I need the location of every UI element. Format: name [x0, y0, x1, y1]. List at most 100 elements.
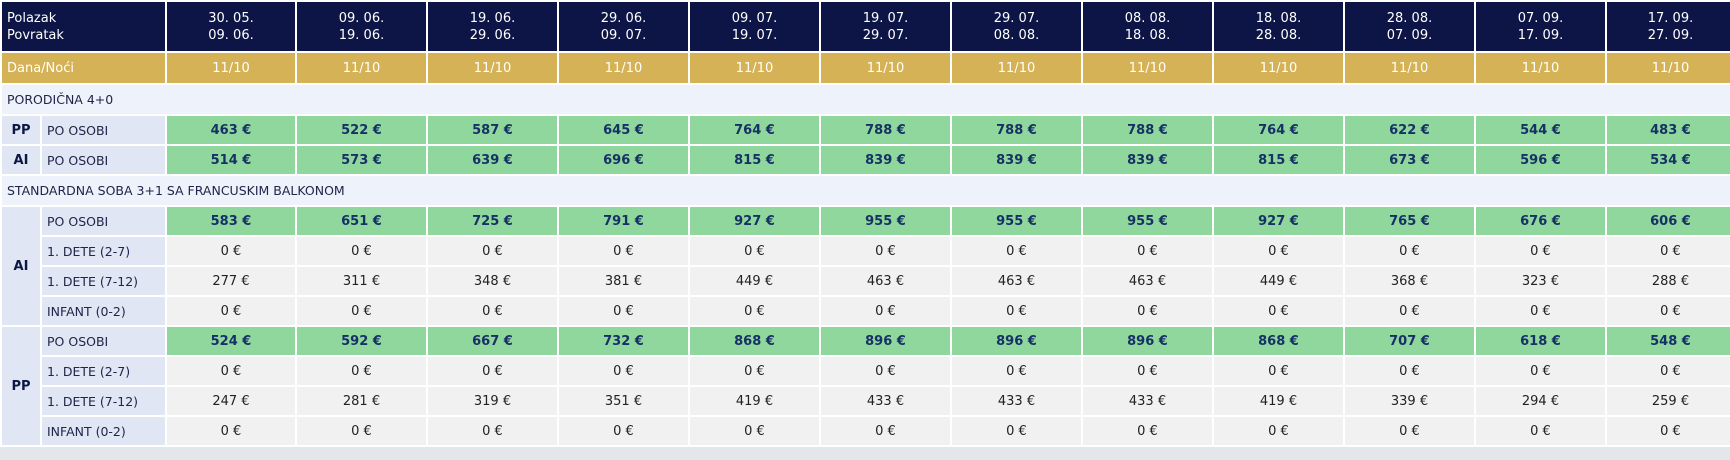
price-cell: 419 €: [688, 385, 821, 417]
price-per-person-cell: 896 €: [819, 325, 952, 357]
price-per-person-cell: 622 €: [1343, 114, 1476, 146]
departure-label: Polazak: [7, 10, 57, 26]
price-cell: 0 €: [819, 355, 952, 387]
price-cell: 0 €: [557, 295, 690, 327]
price-per-person-cell: 463 €: [165, 114, 297, 146]
return-date: 28. 08.: [1255, 27, 1302, 43]
price-per-person-cell: 667 €: [426, 325, 559, 357]
price-cell: 0 €: [1343, 415, 1476, 447]
return-date: 17. 09.: [1517, 27, 1564, 43]
price-cell: 433 €: [1081, 385, 1214, 417]
nights-cell: 11/10: [819, 51, 952, 85]
price-cell: 0 €: [295, 355, 428, 387]
price-table-body: Polazak Povratak 30. 05. 09. 06. 09. 06. 19…: [0, 0, 1730, 447]
price-per-person-cell: 765 €: [1343, 205, 1476, 237]
departure-date: 09. 06.: [338, 10, 385, 26]
room-type-title: STANDARDNA SOBA 3+1 SA FRANCUSKIM BALKON…: [0, 174, 1730, 207]
price-per-person-cell: 788 €: [950, 114, 1083, 146]
price-cell: 0 €: [950, 235, 1083, 267]
price-cell: 368 €: [1343, 265, 1476, 297]
nights-cell: 11/10: [1343, 51, 1476, 85]
price-cell: 0 €: [165, 295, 297, 327]
price-per-person-cell: 514 €: [165, 144, 297, 176]
price-cell: 0 €: [295, 415, 428, 447]
rate-type-label: INFANT (0-2): [40, 295, 167, 327]
price-cell: 0 €: [1081, 355, 1214, 387]
nights-label: Dana/Noći: [0, 51, 167, 85]
return-date: 08. 08.: [993, 27, 1040, 43]
departure-date: 09. 07.: [731, 10, 778, 26]
price-per-person-cell: 868 €: [688, 325, 821, 357]
return-date: 29. 06.: [469, 27, 516, 43]
price-per-person-cell: 596 €: [1474, 144, 1607, 176]
price-per-person-cell: 788 €: [819, 114, 952, 146]
price-per-person-cell: 707 €: [1343, 325, 1476, 357]
period-header-cell: 19. 07. 29. 07.: [819, 0, 952, 53]
board-type-label: PP: [0, 325, 42, 447]
price-cell: 0 €: [426, 235, 559, 267]
room-type-title: PORODIČNA 4+0: [0, 83, 1730, 116]
departure-date: 17. 09.: [1647, 10, 1694, 26]
price-per-person-cell: 544 €: [1474, 114, 1607, 146]
departure-date: 07. 09.: [1517, 10, 1564, 26]
room-section-row: STANDARDNA SOBA 3+1 SA FRANCUSKIM BALKON…: [0, 174, 1730, 207]
rate-type-label: 1. DETE (2-7): [40, 355, 167, 387]
price-per-person-cell: 534 €: [1605, 144, 1730, 176]
price-per-person-cell: 896 €: [950, 325, 1083, 357]
price-cell: 0 €: [950, 355, 1083, 387]
price-cell: 463 €: [950, 265, 1083, 297]
period-header-cell: 17. 09. 27. 09.: [1605, 0, 1730, 53]
price-per-person-cell: 764 €: [688, 114, 821, 146]
price-cell: 0 €: [1343, 355, 1476, 387]
board-type-label: PP: [0, 114, 42, 146]
nights-cell: 11/10: [1474, 51, 1607, 85]
nights-cell: 11/10: [688, 51, 821, 85]
rate-type-label: 1. DETE (2-7): [40, 235, 167, 267]
price-per-person-cell: 573 €: [295, 144, 428, 176]
price-cell: 0 €: [1605, 295, 1730, 327]
price-cell: 433 €: [819, 385, 952, 417]
price-per-person-cell: 587 €: [426, 114, 559, 146]
price-cell: 0 €: [295, 295, 428, 327]
price-cell: 0 €: [426, 355, 559, 387]
return-date: 19. 07.: [731, 27, 778, 43]
rate-type-label: PO OSOBI: [40, 325, 167, 357]
price-per-person-cell: 606 €: [1605, 205, 1730, 237]
price-per-person-cell: 618 €: [1474, 325, 1607, 357]
price-cell: 0 €: [165, 235, 297, 267]
price-cell: 0 €: [819, 295, 952, 327]
price-cell: 319 €: [426, 385, 559, 417]
price-per-person-cell: 651 €: [295, 205, 428, 237]
price-per-person-cell: 524 €: [165, 325, 297, 357]
price-per-person-cell: 868 €: [1212, 325, 1345, 357]
departure-return-label: Polazak Povratak: [0, 0, 167, 53]
price-cell: 0 €: [1474, 235, 1607, 267]
price-cell: 348 €: [426, 265, 559, 297]
departure-date: 28. 08.: [1386, 10, 1433, 26]
price-cell: 0 €: [557, 235, 690, 267]
nights-cell: 11/10: [295, 51, 428, 85]
price-row: 1. DETE (2-7) 0 €0 €0 €0 €0 €0 €0 €0 €0 €…: [1, 355, 1730, 387]
nights-row: Dana/Noći 11/10 11/10 11/10 11/10 11/10 11/10…: [0, 51, 1730, 85]
price-cell: 0 €: [426, 415, 559, 447]
price-cell: 339 €: [1343, 385, 1476, 417]
rate-type-label: PO OSOBI: [40, 114, 167, 146]
period-header-cell: 28. 08. 07. 09.: [1343, 0, 1476, 53]
price-per-person-cell: 639 €: [426, 144, 559, 176]
price-per-person-cell: 696 €: [557, 144, 690, 176]
price-cell: 0 €: [1212, 235, 1345, 267]
price-cell: 0 €: [688, 355, 821, 387]
period-header-cell: 09. 06. 19. 06.: [295, 0, 428, 53]
price-cell: 0 €: [426, 295, 559, 327]
price-cell: 277 €: [165, 265, 297, 297]
return-date: 09. 07.: [600, 27, 647, 43]
price-cell: 0 €: [688, 415, 821, 447]
return-date: 27. 09.: [1647, 27, 1694, 43]
return-date: 09. 06.: [208, 27, 254, 43]
nights-cell: 11/10: [1212, 51, 1345, 85]
price-cell: 0 €: [1212, 295, 1345, 327]
price-per-person-cell: 583 €: [165, 205, 297, 237]
price-row: 1. DETE (7-12) 247 €281 €319 €351 €419 €4…: [1, 385, 1730, 417]
price-cell: 0 €: [1474, 295, 1607, 327]
nights-cell: 11/10: [950, 51, 1083, 85]
